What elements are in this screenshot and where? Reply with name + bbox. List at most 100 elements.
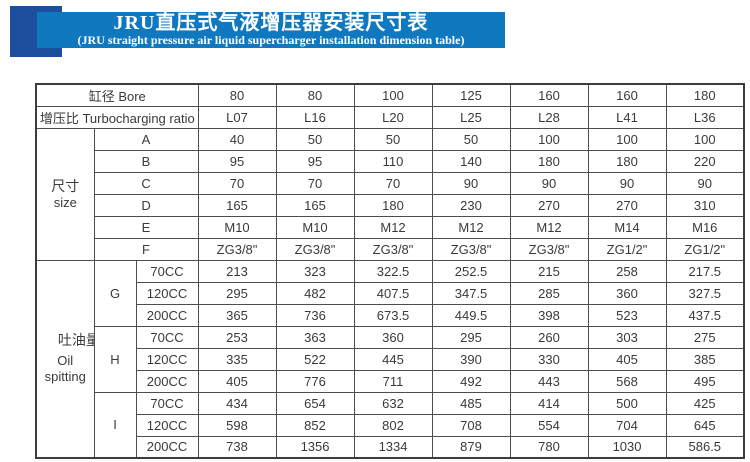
table-cell: 708 xyxy=(431,413,511,437)
table-cell: 110 xyxy=(353,149,433,173)
dim-label: C xyxy=(93,171,199,195)
table-cell: 1356 xyxy=(275,435,355,459)
table-cell: 632 xyxy=(353,391,433,415)
table-cell: 100 xyxy=(665,127,745,151)
table-cell: 1334 xyxy=(353,435,433,459)
table-cell: ZG3/8" xyxy=(509,237,589,261)
table-cell: 485 xyxy=(431,391,511,415)
size-row-A: 尺寸 size A 40 50 50 50 100 100 100 xyxy=(35,127,745,261)
table-cell: 434 xyxy=(197,391,277,415)
table-cell: 405 xyxy=(197,369,277,393)
table-cell: 407.5 xyxy=(353,281,433,305)
table-cell: 365 xyxy=(197,303,277,327)
table-cell: 654 xyxy=(275,391,355,415)
table-cell: 70 xyxy=(275,171,355,195)
table-cell: ZG3/8" xyxy=(197,237,277,261)
table-cell: 100 xyxy=(509,127,589,151)
table-cell: 90 xyxy=(665,171,745,195)
table-cell: M12 xyxy=(509,215,589,239)
table-cell: 220 xyxy=(665,149,745,173)
title-banner: JRU直压式气液增压器安装尺寸表 (JRU straight pressure … xyxy=(37,12,505,48)
size-row-F: F ZG3/8" ZG3/8" ZG3/8" ZG3/8" ZG3/8" ZG1… xyxy=(36,237,745,261)
cc-label: 200CC xyxy=(135,303,199,327)
table-cell: 230 xyxy=(431,193,511,217)
table-cell: 260 xyxy=(509,325,589,349)
bore-row-label: 缸径 Bore xyxy=(35,83,199,107)
title-banner-area: JRU直压式气液增压器安装尺寸表 (JRU straight pressure … xyxy=(0,0,750,65)
table-cell: 852 xyxy=(275,413,355,437)
dim-label: E xyxy=(93,215,199,239)
table-cell: 180 xyxy=(509,149,589,173)
ratio-value: L20 xyxy=(353,105,433,129)
table-cell: 180 xyxy=(587,149,667,173)
table-cell: 736 xyxy=(275,303,355,327)
table-cell: 285 xyxy=(509,281,589,305)
cc-label: 200CC xyxy=(135,369,199,393)
table-cell: 140 xyxy=(431,149,511,173)
size-label-en: size xyxy=(53,195,77,210)
dim-label: F xyxy=(93,237,199,261)
table-cell: 414 xyxy=(509,391,589,415)
oil-row-H-120: 120CC 335 522 445 390 330 405 385 xyxy=(36,347,745,371)
table-cell: 303 xyxy=(587,325,667,349)
oil-row-G-200: 200CC 365 736 673.5 449.5 398 523 437.5 xyxy=(36,303,745,327)
table-cell: 95 xyxy=(275,149,355,173)
table-cell: 213 xyxy=(197,259,277,283)
table-cell: 780 xyxy=(509,435,589,459)
table-cell: 50 xyxy=(431,127,511,151)
oil-label-en2: spitting xyxy=(44,369,86,385)
size-row-B: B 95 95 110 140 180 180 220 xyxy=(36,149,745,173)
oil-row-I-200: 200CC 738 1356 1334 879 780 1030 586.5 xyxy=(36,435,745,459)
table-cell: 327.5 xyxy=(665,281,745,305)
table-cell: 100 xyxy=(587,127,667,151)
cc-label: 120CC xyxy=(135,281,199,305)
oil-row-H-70: H 70CC 253 363 360 295 260 303 275 xyxy=(36,325,745,393)
bore-value: 100 xyxy=(353,83,433,107)
table-cell: 90 xyxy=(509,171,589,195)
table-cell: 330 xyxy=(509,347,589,371)
table-cell: 310 xyxy=(665,193,745,217)
table-cell: 40 xyxy=(197,127,277,151)
ratio-row-label: 增压比 Turbocharging ratio xyxy=(35,105,199,129)
group-label-G: G xyxy=(93,259,137,327)
dim-label: D xyxy=(93,193,199,217)
table-cell: 70 xyxy=(353,171,433,195)
table-cell: 390 xyxy=(431,347,511,371)
oil-label-en1: Oil xyxy=(57,353,74,369)
table-cell: 523 xyxy=(587,303,667,327)
table-cell: 270 xyxy=(587,193,667,217)
ratio-value: L36 xyxy=(665,105,745,129)
table-cell: 1030 xyxy=(587,435,667,459)
table-cell: 586.5 xyxy=(665,435,745,459)
oil-row-G-70: 吐油量 Oil spitting G 70CC 213 323 322.5 25… xyxy=(35,259,745,459)
table-cell: M10 xyxy=(197,215,277,239)
group-label-I: I xyxy=(93,391,137,459)
table-cell: 522 xyxy=(275,347,355,371)
table-cell: 802 xyxy=(353,413,433,437)
ratio-value: L07 xyxy=(197,105,277,129)
table-cell: 500 xyxy=(587,391,667,415)
installation-dimension-table: 缸径 Bore 80 80 100 125 160 160 180 增压比 Tu… xyxy=(35,83,746,459)
table-cell: 385 xyxy=(665,347,745,371)
bore-row: 缸径 Bore 80 80 100 125 160 160 180 xyxy=(35,83,745,107)
table-cell: 445 xyxy=(353,347,433,371)
table-cell: M14 xyxy=(587,215,667,239)
table-cell: ZG3/8" xyxy=(353,237,433,261)
table-cell: 252.5 xyxy=(431,259,511,283)
table-cell: 295 xyxy=(197,281,277,305)
table-cell: 554 xyxy=(509,413,589,437)
table-cell: 405 xyxy=(587,347,667,371)
cc-label: 120CC xyxy=(135,347,199,371)
size-row-D: D 165 165 180 230 270 270 310 xyxy=(36,193,745,217)
table-cell: 90 xyxy=(431,171,511,195)
cc-label: 70CC xyxy=(135,391,199,415)
table-cell: 492 xyxy=(431,369,511,393)
table-cell: 437.5 xyxy=(665,303,745,327)
table-cell: 90 xyxy=(587,171,667,195)
oil-row-G-120: 120CC 295 482 407.5 347.5 285 360 327.5 xyxy=(36,281,745,305)
ratio-value: L41 xyxy=(587,105,667,129)
table-cell: 253 xyxy=(197,325,277,349)
table-cell: 165 xyxy=(197,193,277,217)
bore-value: 80 xyxy=(275,83,355,107)
ratio-value: L25 xyxy=(431,105,511,129)
